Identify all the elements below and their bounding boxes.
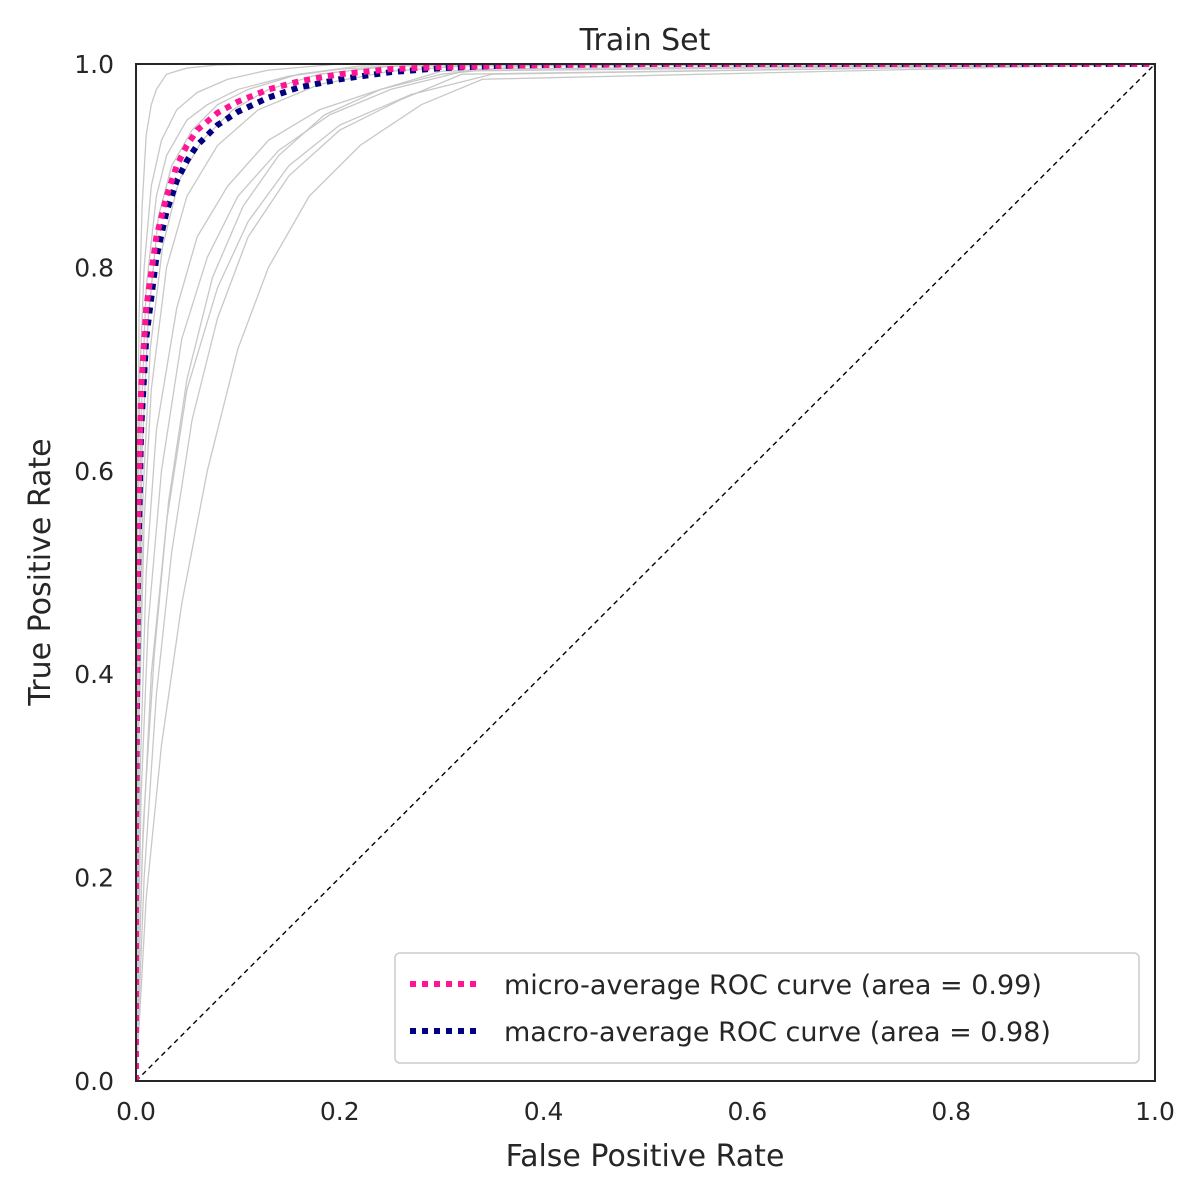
per-class-roc-curve-3 [136, 64, 1155, 1081]
chart-title: Train Set [579, 23, 711, 58]
plot-frame [135, 63, 1156, 1082]
y-tick-label-1: 0.2 [74, 864, 114, 893]
per-class-roc-curve-4 [136, 64, 1155, 1081]
per-class-roc-curve-7 [136, 64, 1155, 1081]
per-class-roc-curve-2 [136, 64, 1155, 1081]
legend: micro-average ROC curve (area = 0.99) ma… [394, 952, 1140, 1064]
legend-label-macro: macro-average ROC curve (area = 0.98) [504, 1017, 1051, 1048]
y-axis-title: True Positive Rate [23, 438, 58, 706]
y-axis-ticks: 0.0 0.2 0.4 0.6 0.8 1.0 [74, 50, 114, 1096]
average-roc-curves [136, 64, 1155, 1081]
y-tick-label-2: 0.4 [74, 660, 114, 689]
chance-diagonal-line [136, 64, 1155, 1081]
x-axis-title: False Positive Rate [506, 1139, 785, 1174]
x-tick-label-2: 0.4 [524, 1097, 564, 1126]
per-class-roc-curve-0 [136, 64, 1155, 1081]
x-tick-label-3: 0.6 [728, 1097, 768, 1126]
x-axis-ticks: 0.0 0.2 0.4 0.6 0.8 1.0 [116, 1097, 1175, 1126]
y-tick-label-0: 0.0 [74, 1067, 114, 1096]
micro-average-roc-curve [136, 64, 1155, 1081]
per-class-roc-curve-6 [136, 64, 1155, 1081]
per-class-roc-curve-9 [136, 64, 1155, 1081]
y-tick-label-4: 0.8 [74, 253, 114, 282]
per-class-roc-curve-5 [136, 64, 1155, 1081]
per-class-roc-curve-11 [136, 64, 1155, 1081]
x-tick-label-1: 0.2 [320, 1097, 360, 1126]
y-tick-label-5: 1.0 [74, 50, 114, 79]
x-tick-label-4: 0.8 [931, 1097, 971, 1126]
x-tick-label-5: 1.0 [1135, 1097, 1175, 1126]
chance-diagonal-layer [136, 64, 1155, 1081]
legend-label-micro: micro-average ROC curve (area = 0.99) [504, 970, 1042, 1001]
y-tick-label-3: 0.6 [74, 457, 114, 486]
x-tick-label-0: 0.0 [116, 1097, 156, 1126]
legend-box [394, 952, 1140, 1064]
